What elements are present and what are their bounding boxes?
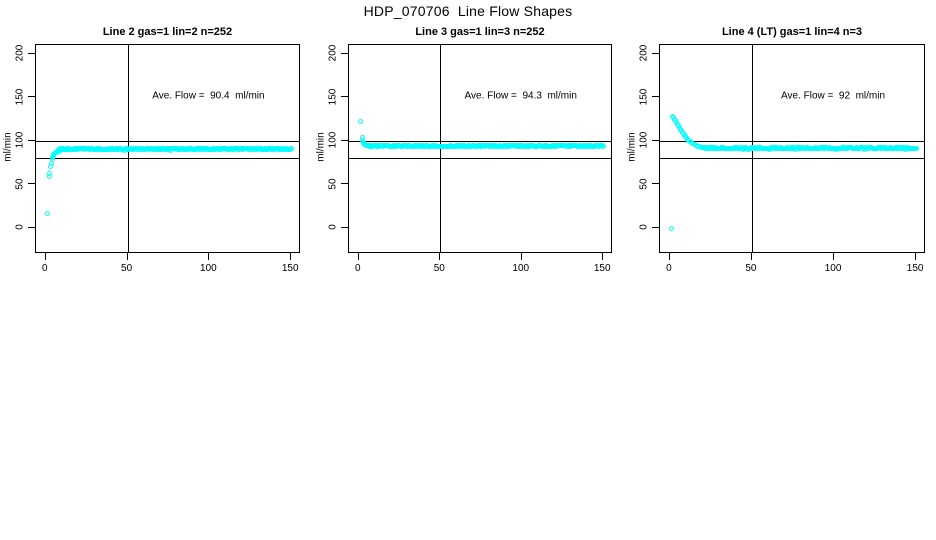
x-tick-label: 100 xyxy=(200,263,217,274)
x-tick-label: 50 xyxy=(745,263,757,274)
y-tick-label: 100 xyxy=(638,131,650,149)
y-tick xyxy=(28,52,35,54)
y-tick-label: 0 xyxy=(14,224,26,231)
x-tick xyxy=(439,253,441,260)
x-tick xyxy=(357,253,359,260)
y-tick-label: 150 xyxy=(14,88,26,106)
data-point xyxy=(913,145,919,151)
y-tick-label: 50 xyxy=(14,178,26,190)
x-tick-label: 150 xyxy=(593,263,611,274)
panel-title: Line 4 (LT) gas=1 lin=4 n=3 xyxy=(721,26,863,38)
y-tick xyxy=(652,183,659,185)
plot-box xyxy=(659,44,925,253)
data-point xyxy=(47,171,53,177)
y-tick xyxy=(28,139,35,141)
panel-title: Line 3 gas=1 lin=3 n=252 xyxy=(415,26,545,38)
y-tick xyxy=(28,96,35,98)
y-tick xyxy=(341,183,348,185)
x-tick xyxy=(44,253,46,260)
figure-title: HDP_070706 Line Flow Shapes xyxy=(363,3,573,19)
x-tick-label: 0 xyxy=(354,263,361,274)
y-tick-label: 150 xyxy=(638,88,650,106)
y-tick-label: 50 xyxy=(638,178,650,190)
x-tick-label: 100 xyxy=(824,263,842,274)
y-tick xyxy=(652,96,659,98)
ave-flow-annotation: Ave. Flow = 92 ml/min xyxy=(781,90,886,102)
y-tick-label: 100 xyxy=(327,131,339,149)
x-tick-label: 150 xyxy=(906,263,924,274)
ave-flow-annotation: Ave. Flow = 94.3 ml/min xyxy=(464,90,577,102)
y-tick xyxy=(341,226,348,228)
h-ref-line-80 xyxy=(36,158,299,160)
ave-flow-annotation: Ave. Flow = 90.4 ml/min xyxy=(152,90,265,102)
y-tick xyxy=(652,226,659,228)
y-tick-label: 150 xyxy=(327,88,339,106)
y-tick-label: 0 xyxy=(638,224,650,231)
x-tick xyxy=(290,253,292,260)
data-point xyxy=(358,119,364,125)
data-point xyxy=(289,146,294,152)
panel-title: Line 2 gas=1 lin=2 n=252 xyxy=(102,26,233,38)
x-tick xyxy=(208,253,210,260)
x-tick xyxy=(602,253,604,260)
y-tick xyxy=(28,183,35,185)
y-tick-label: 200 xyxy=(327,44,339,62)
plot-box xyxy=(348,44,612,253)
y-tick xyxy=(28,226,35,228)
h-ref-line-80 xyxy=(660,158,924,160)
y-tick-label: 200 xyxy=(14,44,26,62)
y-axis-title: ml/min xyxy=(2,132,14,162)
x-tick xyxy=(520,253,522,260)
x-tick-label: 0 xyxy=(42,263,48,274)
y-tick-label: 50 xyxy=(327,178,339,190)
y-tick xyxy=(652,52,659,54)
y-tick-label: 0 xyxy=(327,224,339,231)
y-tick xyxy=(341,96,348,98)
data-point xyxy=(600,143,606,149)
h-ref-line-100 xyxy=(660,140,924,142)
h-ref-line-100 xyxy=(36,140,299,142)
x-tick xyxy=(915,253,917,260)
x-tick-label: 50 xyxy=(121,263,133,274)
x-tick xyxy=(126,253,128,260)
x-tick-label: 150 xyxy=(281,263,299,274)
h-ref-line-80 xyxy=(349,158,611,160)
y-axis-title: ml/min xyxy=(315,132,327,162)
x-tick xyxy=(833,253,835,260)
data-point xyxy=(45,211,51,217)
h-ref-line-100 xyxy=(349,140,611,142)
data-point xyxy=(669,226,675,232)
y-tick xyxy=(341,52,348,54)
x-tick-label: 0 xyxy=(666,263,672,274)
y-axis-title: ml/min xyxy=(626,132,638,162)
x-tick xyxy=(750,253,752,260)
y-tick-label: 200 xyxy=(638,44,650,62)
x-tick xyxy=(668,253,670,260)
y-tick-label: 100 xyxy=(14,131,26,149)
x-tick-label: 50 xyxy=(433,263,445,274)
y-tick xyxy=(652,139,659,141)
y-tick xyxy=(341,139,348,141)
plot-box xyxy=(35,44,300,253)
x-tick-label: 100 xyxy=(512,263,530,274)
